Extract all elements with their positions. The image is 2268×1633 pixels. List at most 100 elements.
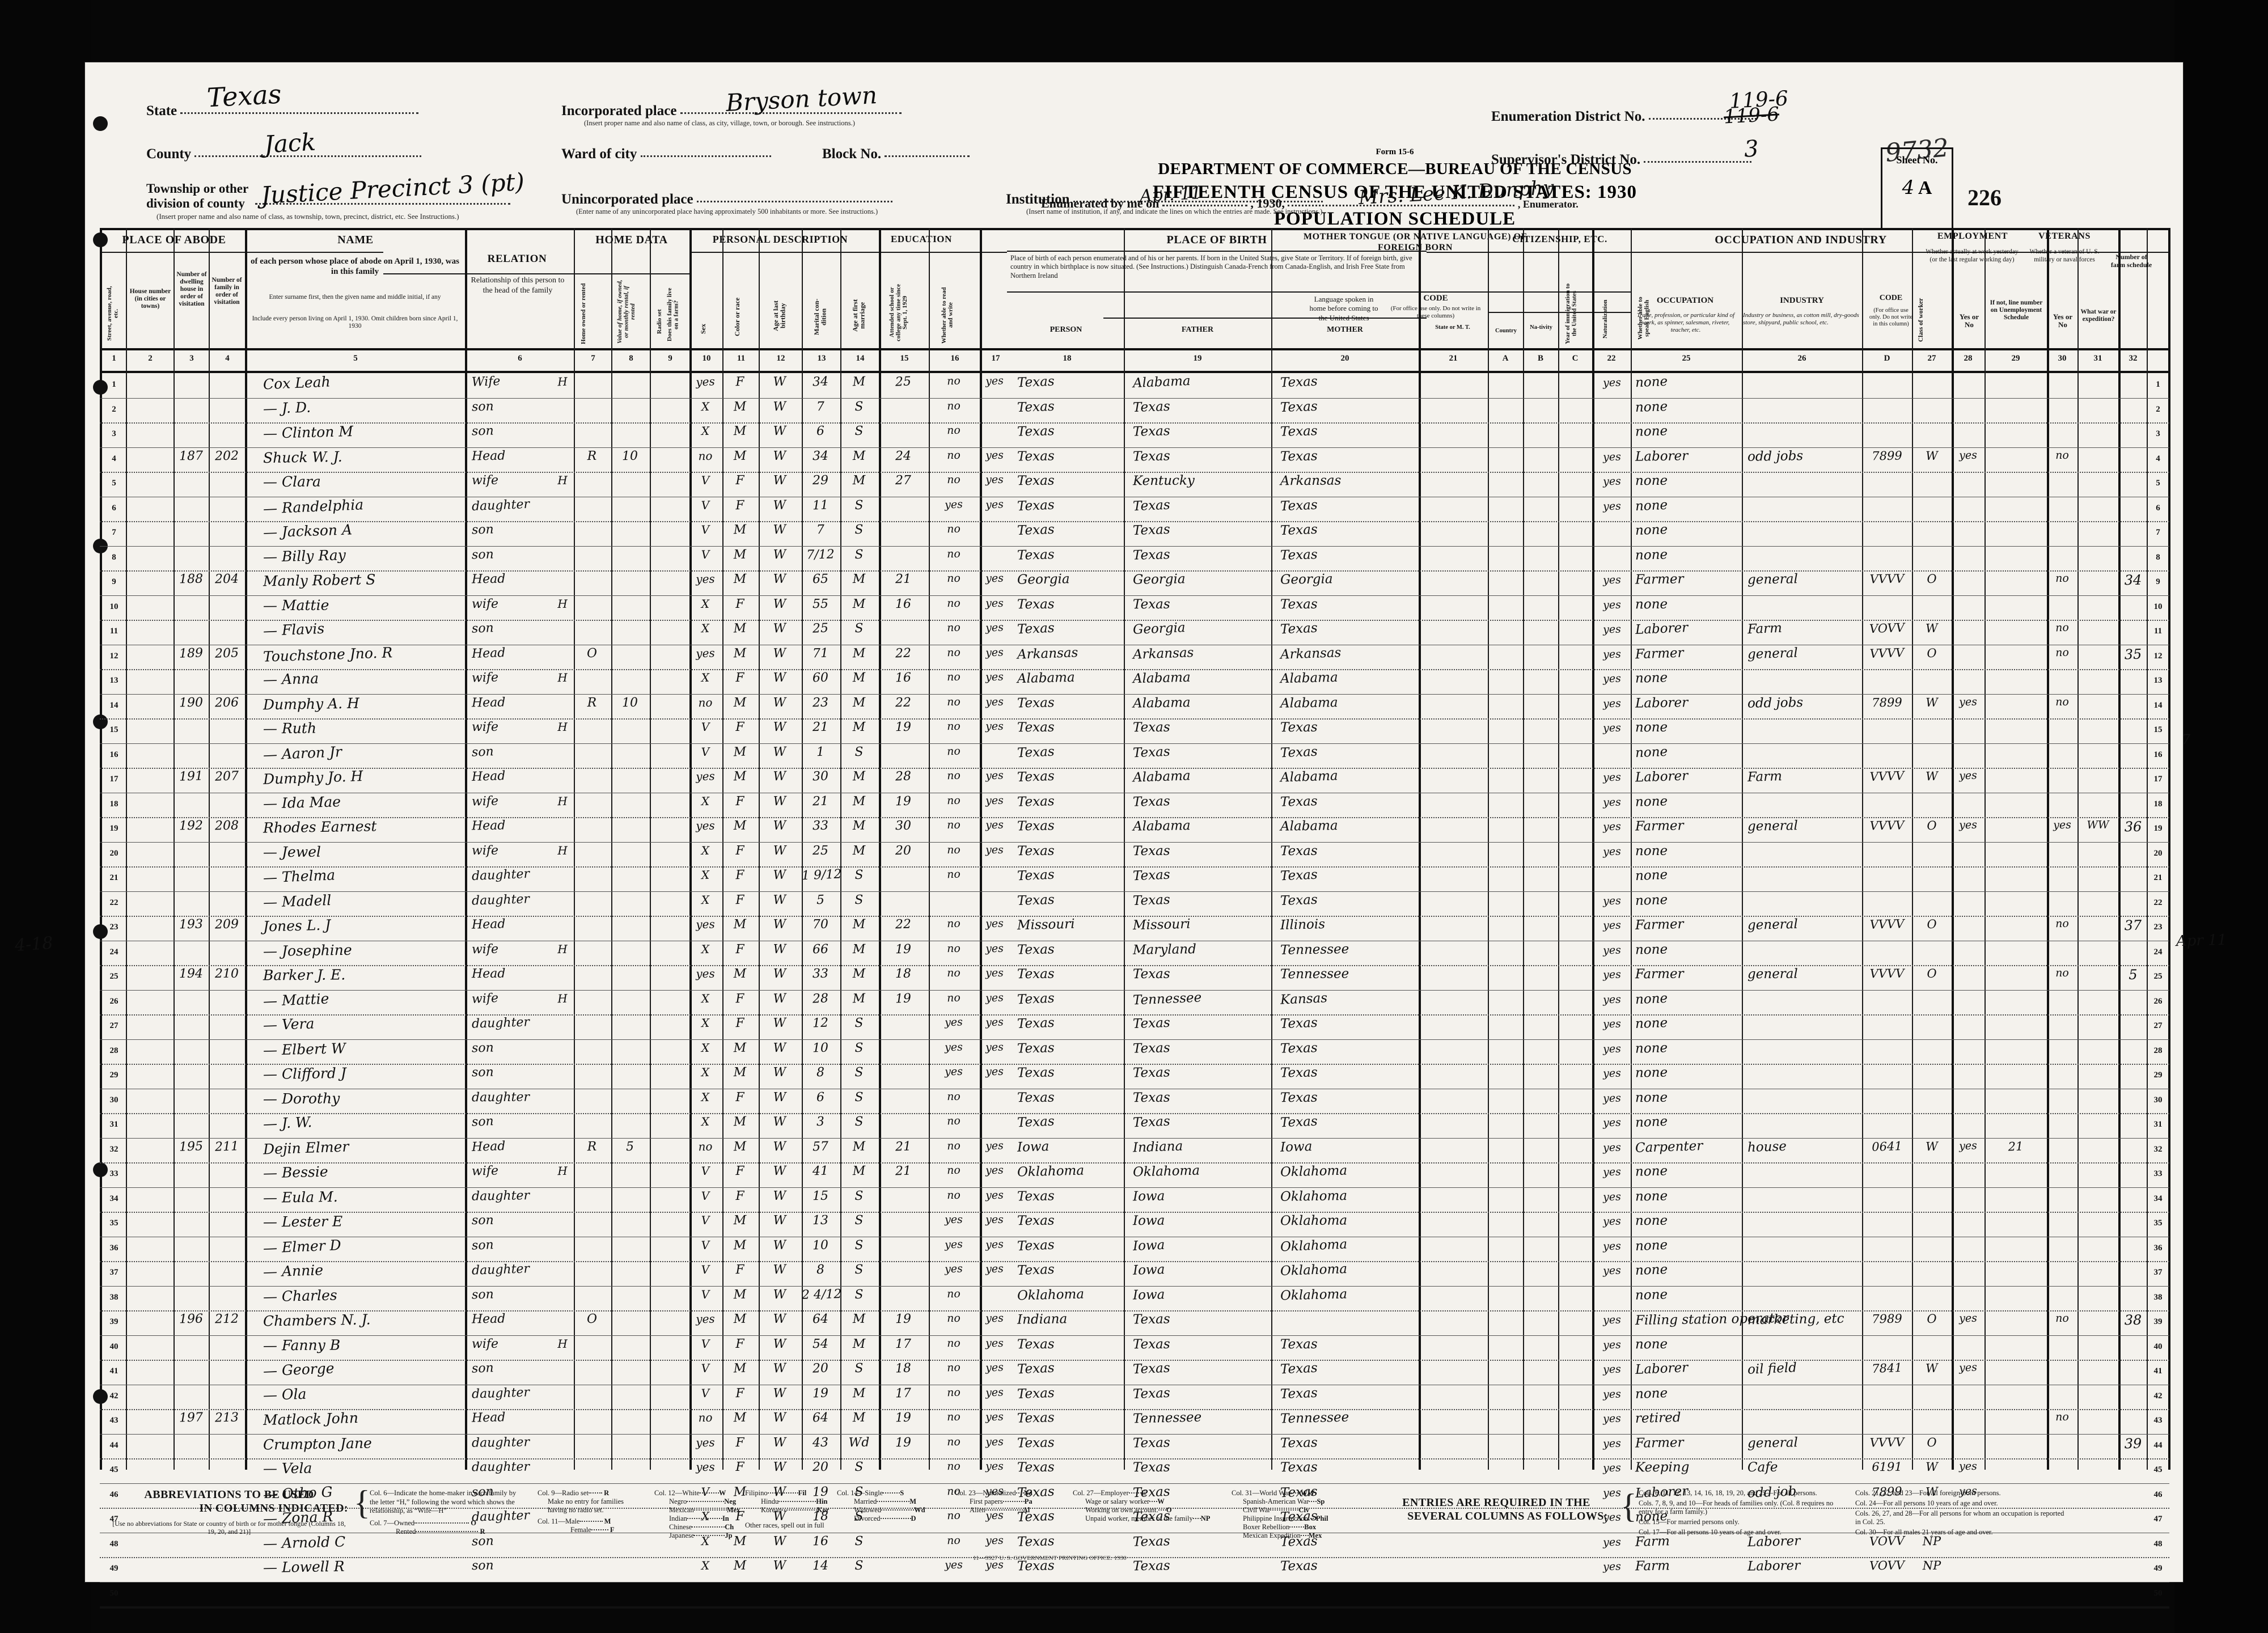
cell-relH: H (557, 942, 568, 956)
footer-abbrev-item: Col. 12—White W (654, 1489, 726, 1497)
cell-race: W (773, 1188, 786, 1203)
cell-school: no (947, 720, 960, 733)
cell-name: — J. W. (263, 1114, 312, 1132)
footer-col12-block2: Filipino Fil Hindu Hin Korean Kor Other races… (745, 1489, 830, 1530)
cell-dwell: 196 (179, 1312, 204, 1327)
cell-farm: yes (696, 966, 715, 981)
cell-rel: Head (471, 1312, 506, 1327)
cell-age: 41 (812, 1164, 829, 1179)
cell-school: yes (945, 1213, 963, 1226)
cell-occ: none (1635, 1040, 1668, 1056)
cell-mar: M (852, 1164, 866, 1179)
cell-mar: M (852, 818, 866, 834)
footer-abbrev-item: Divorced D (854, 1514, 916, 1522)
cell-agem: 18 (895, 966, 912, 982)
footer-entry-rule: Col. 24—For all persons 10 years of age … (1855, 1499, 1998, 1507)
cell-name: — Vera (263, 1015, 315, 1034)
cell-fbp: Iowa (1132, 1213, 1165, 1229)
cell-race: W (773, 917, 786, 932)
cell-fam: 209 (214, 917, 239, 932)
institution-note: (Insert name of institution, if any, and… (1026, 208, 1323, 215)
sub-30-vet-yes-no: Yes or No (2053, 312, 2073, 329)
unincorporated-field: Unincorporated place (561, 192, 892, 208)
cell-relH: H (557, 596, 568, 611)
cell-mbp: Texas (1280, 596, 1318, 612)
cell-mar: M (852, 695, 866, 710)
cell-name: — Vela (263, 1459, 312, 1477)
cell-mar: S (854, 424, 864, 439)
cell-rel: Wife (471, 374, 501, 390)
cell-sex: M (733, 1410, 747, 1425)
cell-sex: M (733, 646, 747, 661)
row-number-left: 32 (109, 1144, 119, 1154)
cell-age: 11 (812, 497, 829, 513)
cell-fbp: Alabama (1132, 373, 1191, 391)
cell-school: no (947, 843, 960, 856)
cell-mbp: Georgia (1280, 572, 1333, 587)
abbrev-title-block: ABBREVIATIONS TO BE USED IN COLUMNS INDI… (110, 1488, 348, 1536)
cell-mar: S (854, 1188, 864, 1203)
cell-school: no (946, 1361, 961, 1374)
cell-mar: M (852, 991, 866, 1006)
cell-name: — George (263, 1360, 335, 1380)
cell-age: 6 (816, 424, 825, 439)
colnum-A: A (1502, 354, 1509, 363)
cell-read: yes (985, 1262, 1004, 1276)
cell-fbp: Texas (1132, 1360, 1171, 1377)
entries-title-2: SEVERAL COLUMNS AS FOLLOWS: (1407, 1510, 1608, 1522)
county-label: County (146, 146, 192, 162)
cell-relH: H (557, 794, 568, 808)
row-number-left: 12 (109, 651, 119, 661)
row-separator (100, 1335, 2169, 1336)
entries-title-block: ENTRIES ARE REQUIRED IN THE SEVERAL COLU… (1374, 1496, 1618, 1523)
cell-mbp: Oklahoma (1280, 1237, 1348, 1254)
sub-B-country: Country (1495, 328, 1517, 334)
cell-fam: 204 (214, 572, 239, 587)
cell-sex: M (733, 818, 747, 834)
cell-school: yes (944, 1237, 963, 1251)
footer-abbrev-item: Col. 14—Single S (837, 1489, 904, 1497)
group-personal-description: PERSONAL DESCRIPTION (712, 234, 848, 245)
sub-22-immigration-year: Year of immigration to the United States (1564, 283, 1578, 344)
cell-farm: X (701, 424, 710, 438)
cell-school: no (946, 424, 961, 437)
cell-school: no (946, 1312, 961, 1325)
cell-sex: F (735, 892, 745, 907)
occupation-head: OCCUPATION (1656, 296, 1714, 305)
row-number-left: 34 (109, 1194, 119, 1203)
cell-farm: yes (695, 645, 716, 661)
page-stamp: 226 (1967, 185, 2002, 210)
cell-read: yes (985, 1385, 1004, 1399)
row-number-right: 48 (2153, 1539, 2163, 1549)
cell-sex: M (733, 695, 747, 710)
cell-mar: M (852, 966, 866, 982)
cell-race: W (773, 1065, 786, 1080)
cell-mbp: Oklahoma (1280, 1262, 1348, 1279)
row-number-right: 25 (2153, 972, 2163, 981)
cell-school: no (946, 1188, 961, 1202)
cell-farm: X (701, 1114, 710, 1129)
cell-age: 6 (816, 1090, 825, 1105)
cell-fbp: Texas (1132, 744, 1171, 760)
cell-farm: X (701, 596, 710, 611)
cell-farm: V (701, 498, 710, 512)
sheet-number-value: 4 A (1882, 176, 1952, 199)
row-separator (100, 1360, 2169, 1361)
row-number-right: 10 (2153, 602, 2163, 611)
sub-8-home-value: Value of home, if owned, or monthly rent… (616, 280, 637, 344)
footer-abbrev-item: Korean Kor (761, 1506, 830, 1514)
cell-name: — Mattie (263, 990, 329, 1009)
cell-cls: W (1925, 1139, 1939, 1153)
cell-mar: S (854, 1090, 864, 1105)
sub-20-mother: MOTHER (1327, 325, 1363, 334)
cell-war: WW (2087, 818, 2109, 832)
cell-vet: no (2055, 695, 2070, 708)
cell-race: W (773, 1336, 786, 1351)
cell-occ: none (1635, 867, 1668, 884)
footer-abbrev-item: Col. 23—Naturalized Na (955, 1489, 1033, 1497)
cell-unemp: 21 (2008, 1139, 2024, 1153)
cell-rel: Head (471, 449, 506, 463)
cell-cls: O (1926, 646, 1937, 660)
row-number-right: 3 (2156, 429, 2160, 438)
cell-mbp: Texas (1280, 547, 1318, 563)
